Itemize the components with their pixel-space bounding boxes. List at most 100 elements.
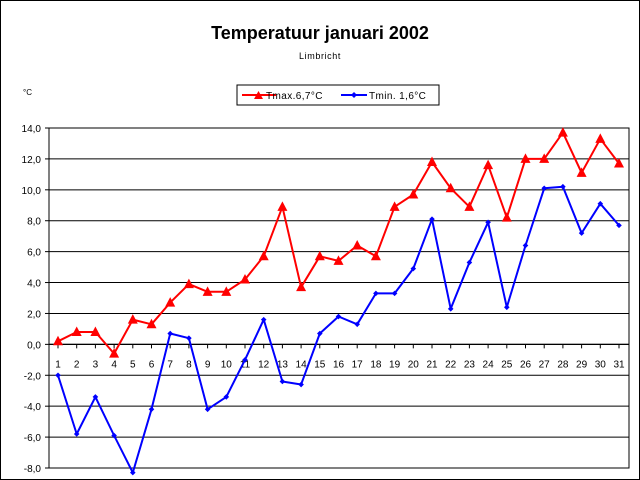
x-tick-label: 5 (130, 359, 136, 370)
x-tick-label: 17 (352, 359, 364, 370)
x-tick-label: 31 (613, 359, 625, 370)
tmax-point (539, 153, 550, 163)
chart-title: Temperatuur januari 2002 (211, 23, 429, 43)
tmax-point (165, 297, 176, 307)
tmin-series-line (57, 185, 620, 474)
tmax-point (296, 281, 307, 292)
x-tick-label: 9 (205, 359, 211, 370)
tmin-point (373, 290, 379, 297)
tmax-point (221, 286, 232, 296)
legend-tmax-marker (254, 91, 263, 99)
x-tick-label: 30 (595, 359, 607, 370)
tmin-point (541, 185, 547, 192)
x-tick-label: 13 (277, 359, 289, 370)
tmax-point (557, 127, 568, 137)
tmax-point (595, 133, 606, 143)
x-tick-label: 22 (445, 359, 457, 370)
tmax-point (520, 153, 531, 163)
y-tick-label: -8,0 (24, 464, 42, 475)
x-tick-label: 6 (149, 359, 155, 370)
x-tick-label: 8 (186, 359, 192, 370)
tmin-point (223, 394, 230, 400)
y-tick-label: 6,0 (27, 248, 41, 259)
tmin-point (485, 219, 491, 226)
x-tick-label: 14 (296, 359, 308, 370)
plot-border (48, 127, 630, 469)
tmax-point (501, 212, 512, 222)
tmax-point (408, 188, 419, 199)
tmin-point (167, 330, 173, 337)
tmax-point (427, 156, 437, 166)
tmax-point (202, 286, 213, 296)
tmin-point (447, 306, 454, 312)
tmax-point (464, 201, 475, 211)
tmin-point (429, 216, 435, 222)
tmin-point (504, 304, 510, 311)
tmax-point (314, 250, 325, 261)
x-tick-label: 29 (576, 359, 588, 370)
y-tick-label: -6,0 (24, 433, 42, 444)
x-tick-label: 1 (55, 359, 61, 370)
tmin-point (335, 313, 342, 320)
x-tick-label: 12 (258, 359, 270, 370)
tmax-point (71, 326, 82, 336)
tmax-point (445, 182, 456, 193)
tmin-point (616, 222, 622, 229)
tmin-point (560, 183, 566, 190)
x-tick-label: 25 (501, 359, 513, 370)
tmin-point (597, 200, 604, 207)
tmax-point (277, 201, 288, 211)
x-tick-label: 3 (93, 359, 99, 370)
tmax-point (240, 273, 250, 284)
x-tick-label: 26 (520, 359, 532, 370)
legend: Tmax.6,7°C Tmin. 1,6°C (236, 84, 440, 106)
chart-subtitle: Limbricht (299, 51, 341, 61)
y-tick-label: 2,0 (27, 309, 41, 320)
tmin-point (279, 378, 286, 385)
x-tick-label: 11 (240, 359, 251, 370)
tmax-point (258, 250, 269, 261)
tmin-point (410, 265, 417, 272)
tmax-series-line (57, 131, 620, 355)
tmin-point (522, 242, 529, 249)
tmin-point (466, 259, 473, 266)
y-tick-label: 10,0 (22, 186, 42, 197)
y-tick-label: 8,0 (27, 217, 41, 228)
tmin-point (391, 290, 398, 297)
x-tick-label: 21 (426, 359, 438, 370)
plot-area: 14,0 12,0 10,0 8,0 6,0 4,0 2,0 0,0 -2,0 -4,0 -6,0 -… (22, 124, 630, 476)
x-tick-label: 2 (74, 359, 80, 370)
tmax-point (389, 201, 400, 211)
x-tick-label: 20 (408, 359, 420, 370)
tmin-point (111, 432, 117, 439)
tmax-point (53, 335, 63, 346)
x-tick-label: 28 (557, 359, 569, 370)
x-tick-label: 4 (111, 359, 117, 370)
tmax-point (146, 318, 157, 329)
tmax-point (483, 159, 494, 170)
tmin-point (317, 330, 323, 337)
tmax-point (109, 348, 120, 358)
tmax-point (370, 250, 381, 261)
x-tick-label: 16 (333, 359, 345, 370)
tmax-point (90, 326, 101, 336)
tmax-point (352, 239, 363, 250)
y-tick-label: -2,0 (24, 371, 42, 382)
tmin-point (92, 394, 99, 400)
x-tick-label: 15 (314, 359, 326, 370)
y-tick-label: 0,0 (27, 340, 41, 351)
legend-tmin-label: Tmin. 1,6°C (369, 91, 426, 102)
tmin-point (73, 431, 80, 437)
tmin-point (130, 469, 136, 476)
x-tick-label: 10 (221, 359, 233, 370)
tmax-point (127, 314, 138, 324)
tmin-point (354, 321, 360, 328)
x-tick-label: 27 (539, 359, 551, 370)
x-tick-label: 7 (167, 359, 173, 370)
x-tick-label: 18 (370, 359, 382, 370)
legend-tmax-label: Tmax.6,7°C (266, 91, 323, 102)
y-tick-label: -4,0 (24, 402, 42, 413)
y-tick-label: 14,0 (22, 124, 42, 135)
